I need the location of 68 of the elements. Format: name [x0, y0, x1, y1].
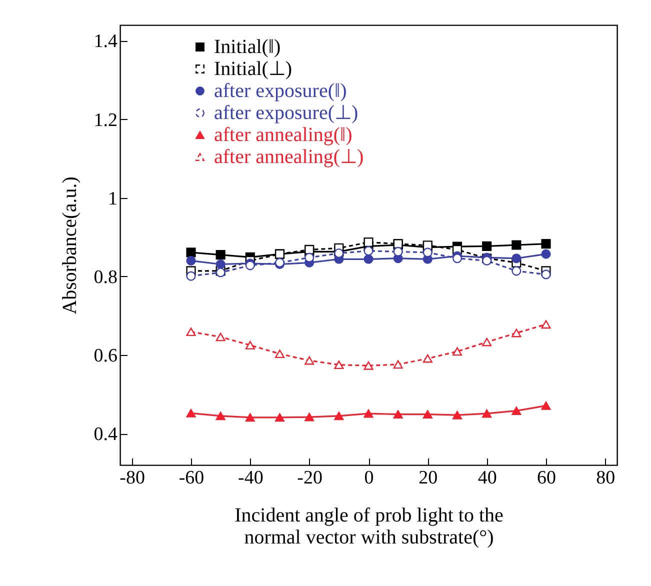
point [452, 347, 462, 356]
point [216, 412, 226, 420]
point [422, 354, 432, 363]
point [186, 256, 196, 266]
point [304, 412, 314, 422]
point [393, 360, 403, 369]
point [364, 361, 374, 370]
x-axis-title: Incident angle of prob light to the normal vector with substrate(°) [234, 504, 504, 548]
point [512, 254, 522, 264]
point [245, 340, 255, 350]
point [186, 271, 196, 281]
point [364, 409, 374, 418]
x-tick-label: -20 [297, 468, 322, 488]
point [304, 356, 314, 365]
point [512, 240, 522, 250]
point [482, 409, 492, 418]
point [364, 246, 374, 256]
legend-label: after annealing(ǁ) [214, 124, 352, 146]
y-tick-label: 1.4 [94, 31, 118, 52]
point [393, 410, 403, 419]
point [364, 254, 374, 264]
point [541, 401, 551, 410]
legend-label: Initial(⊥) [214, 58, 292, 80]
point [512, 328, 522, 338]
point [512, 406, 522, 416]
legend-label: after exposure(⊥) [214, 102, 358, 124]
point [245, 413, 255, 422]
x-tick-label: -40 [238, 468, 264, 488]
point [274, 413, 285, 422]
y-tick-label: 0.4 [94, 424, 118, 446]
y-tick-label: 0.6 [94, 346, 118, 366]
point [512, 266, 522, 276]
legend-label: Initial(ǁ) [214, 36, 281, 58]
point [482, 241, 492, 251]
point [541, 239, 551, 249]
x-tick-label: -60 [178, 468, 204, 488]
point [274, 350, 285, 358]
point [452, 254, 462, 264]
point [216, 332, 226, 342]
y-axis-title: Absorbance(a.u.) [58, 176, 81, 314]
point [216, 250, 226, 260]
legend-label: after annealing(⊥) [214, 146, 364, 168]
y-tick-label: 1.2 [94, 110, 118, 131]
point [541, 270, 551, 280]
point [186, 328, 196, 336]
x-tick-label: 0 [364, 468, 374, 488]
point [364, 237, 374, 248]
x-tick-label: 80 [596, 468, 616, 488]
point [422, 410, 432, 419]
y-tick-label: 0.8 [94, 266, 118, 288]
point [304, 252, 314, 262]
point [216, 259, 226, 270]
x-tick-label: -80 [120, 468, 145, 488]
point [334, 360, 344, 370]
point [186, 248, 196, 258]
point [334, 412, 344, 420]
x-tick-label: 60 [537, 468, 556, 488]
legend-label: after exposure(ǁ) [214, 80, 347, 102]
point [393, 246, 403, 256]
point [541, 249, 551, 259]
point [422, 248, 432, 258]
y-tick-label: 1 [108, 188, 118, 210]
x-tick-label: 40 [478, 468, 497, 488]
point [452, 410, 462, 420]
point [186, 408, 196, 418]
point [541, 320, 551, 329]
x-tick-label: 20 [418, 468, 438, 488]
point [482, 338, 492, 346]
